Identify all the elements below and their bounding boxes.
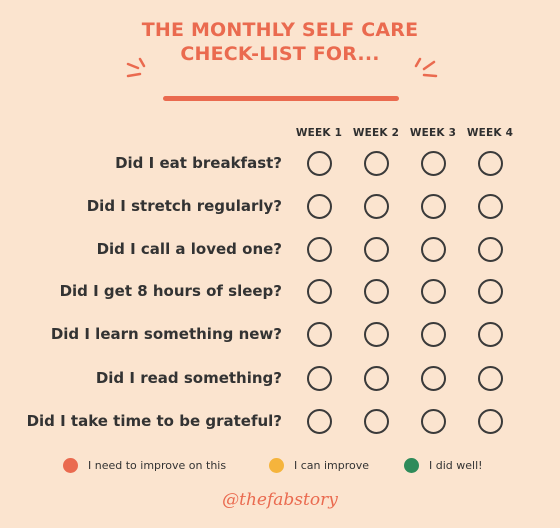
checkbox-circle[interactable]: [420, 194, 446, 219]
checkbox-circle[interactable]: [306, 237, 332, 262]
checkbox-circle[interactable]: [477, 322, 503, 347]
checkbox-circle[interactable]: [477, 409, 503, 434]
checkbox-circle[interactable]: [420, 279, 446, 304]
checkbox-circle[interactable]: [477, 366, 503, 391]
checkbox-circle[interactable]: [363, 366, 389, 391]
week-3-header: WEEK 3: [409, 127, 457, 139]
left-spark-decoration: [126, 57, 146, 78]
checkbox-circle[interactable]: [306, 151, 332, 176]
title-line-1: THE MONTHLY SELF CARE: [141, 19, 419, 41]
red-dot-icon: [63, 457, 78, 473]
checkbox-circle[interactable]: [306, 194, 332, 219]
legend-item-did-well: I did well!: [404, 457, 483, 473]
checkbox-circle[interactable]: [477, 151, 503, 176]
week-4-header: WEEK 4: [466, 127, 514, 139]
right-spark-decoration: [414, 57, 438, 78]
title-underline: [163, 96, 399, 101]
checkbox-circle[interactable]: [363, 409, 389, 434]
checkbox-circle[interactable]: [477, 237, 503, 262]
legend-item-improve-on: I need to improve on this: [63, 457, 226, 473]
question-grateful: Did I take time to be grateful?: [26, 412, 282, 430]
checkbox-circle[interactable]: [420, 409, 446, 434]
checkbox-circle[interactable]: [306, 366, 332, 391]
week-2-header: WEEK 2: [352, 127, 400, 139]
social-handle: @thefabstory: [222, 490, 338, 510]
checkbox-circle[interactable]: [420, 366, 446, 391]
checkbox-circle[interactable]: [363, 237, 389, 262]
title-line-2: CHECK-LIST FOR...: [180, 43, 380, 65]
legend-item-can-improve: I can improve: [269, 457, 369, 473]
checkbox-circle[interactable]: [477, 194, 503, 219]
legend-label: I did well!: [429, 458, 483, 472]
question-sleep: Did I get 8 hours of sleep?: [59, 282, 282, 300]
green-dot-icon: [404, 457, 419, 473]
legend-label: I need to improve on this: [88, 458, 227, 472]
checkbox-circle[interactable]: [363, 322, 389, 347]
checkbox-circle[interactable]: [363, 194, 389, 219]
question-read: Did I read something?: [95, 369, 282, 387]
checkbox-circle[interactable]: [363, 279, 389, 304]
question-stretch: Did I stretch regularly?: [86, 197, 282, 215]
week-1-header: WEEK 1: [295, 127, 343, 139]
legend-label: I can improve: [294, 458, 370, 472]
checkbox-circle[interactable]: [420, 237, 446, 262]
checkbox-circle[interactable]: [363, 151, 389, 176]
checkbox-circle[interactable]: [477, 279, 503, 304]
checkbox-circle[interactable]: [420, 322, 446, 347]
question-learn: Did I learn something new?: [50, 325, 282, 343]
question-breakfast: Did I eat breakfast?: [115, 154, 282, 172]
checkbox-circle[interactable]: [306, 279, 332, 304]
checkbox-circle[interactable]: [306, 322, 332, 347]
yellow-dot-icon: [269, 457, 284, 473]
checkbox-circle[interactable]: [306, 409, 332, 434]
question-call: Did I call a loved one?: [96, 240, 282, 258]
checkbox-circle[interactable]: [420, 151, 446, 176]
